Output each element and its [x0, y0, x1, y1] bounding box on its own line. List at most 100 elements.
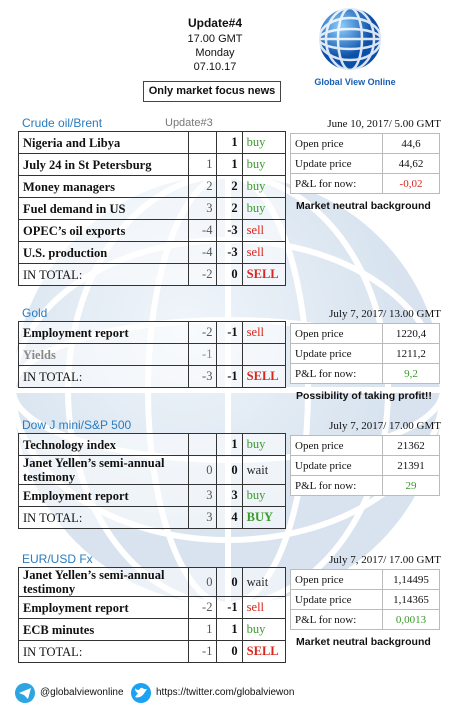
focus-label: Only market focus news: [143, 81, 281, 102]
current-score: -3: [216, 241, 243, 264]
price-row: Open price 1220,4: [290, 323, 440, 344]
price-value: 44,62: [382, 153, 440, 174]
previous-score: 1: [188, 618, 218, 641]
factor: U.S. production: [17, 241, 190, 264]
factor: Janet Yellen’s semi-annual testimony: [17, 567, 190, 597]
previous-score: -2: [188, 263, 218, 286]
signal-row: Fuel demand in US 3 2 buy: [17, 197, 287, 220]
telegram-handle[interactable]: @globalviewonline: [40, 687, 124, 698]
signal-row: July 24 in St Petersburg 1 1 buy: [17, 153, 287, 176]
total-row: IN TOTAL: 3 4 BUY: [17, 506, 287, 529]
current-score: 2: [216, 197, 243, 220]
previous-score: 3: [188, 484, 218, 507]
previous-score: -2: [188, 596, 218, 619]
price-value: 1220,4: [382, 323, 440, 344]
current-score: 0: [216, 263, 243, 286]
signal: buy: [241, 175, 287, 198]
signal: sell: [241, 321, 287, 344]
current-score: 0: [216, 455, 243, 485]
previous-score: -4: [188, 241, 218, 264]
previous-score: 3: [188, 506, 218, 529]
signal-row: ECB minutes 1 1 buy: [17, 618, 287, 641]
price-label: Open price: [290, 323, 383, 344]
price-value: 9,2: [382, 363, 440, 384]
price-row: Open price 44,6: [290, 133, 440, 154]
signal-row: Yields -1: [17, 343, 287, 366]
current-score: 4: [216, 506, 243, 529]
previous-score: -1: [188, 640, 218, 663]
note: Market neutral background: [296, 200, 431, 212]
price-label: Open price: [290, 133, 383, 154]
price-label: Update price: [290, 589, 383, 610]
signal-row: Employment report -2 -1 sell: [17, 321, 287, 344]
price-value: -0,02: [382, 173, 440, 194]
signal-row: Money managers 2 2 buy: [17, 175, 287, 198]
section-name: Gold: [22, 306, 48, 320]
price-value: 1,14365: [382, 589, 440, 610]
price-label: P&L for now:: [290, 173, 383, 194]
signal: buy: [241, 131, 287, 154]
factor: IN TOTAL:: [17, 506, 190, 529]
day: Monday: [195, 47, 235, 59]
price-row: Update price 21391: [290, 455, 440, 476]
previous-score: 1: [188, 153, 218, 176]
current-score: 1: [216, 153, 243, 176]
date: 07.10.17: [193, 61, 237, 73]
signal: SELL: [241, 263, 287, 286]
current-score: -1: [216, 321, 243, 344]
factor: Employment report: [17, 321, 190, 344]
signal: SELL: [241, 365, 287, 388]
factor: Technology index: [17, 433, 190, 456]
current-score: 0: [216, 567, 243, 597]
signal-row: Technology index 1 buy: [17, 433, 287, 456]
signal: SELL: [241, 640, 287, 663]
signal: sell: [241, 241, 287, 264]
signal: sell: [241, 219, 287, 242]
current-score: [216, 343, 243, 366]
section-name: Crude oil/Brent: [22, 116, 103, 130]
factor: IN TOTAL:: [17, 365, 190, 388]
signal: wait: [241, 567, 287, 597]
current-score: 3: [216, 484, 243, 507]
signal-table: Employment report -2 -1 sell Yields -1 IN TOTA…: [17, 321, 287, 388]
section-name: EUR/USD Fx: [22, 552, 93, 566]
signal-row: Nigeria and Libya 1 buy: [17, 131, 287, 154]
price-table: Open price 21362 Update price 21391 P&L for …: [290, 435, 440, 496]
signal: buy: [241, 153, 287, 176]
current-score: 0: [216, 640, 243, 663]
price-label: P&L for now:: [290, 475, 383, 496]
price-row: P&L for now: -0,02: [290, 173, 440, 194]
twitter-link[interactable]: https://twitter.com/globalviewon: [156, 687, 295, 698]
note: Possibility of taking profit!!: [296, 390, 432, 402]
price-value: 0,0013: [382, 609, 440, 630]
price-row: Update price 1211,2: [290, 343, 440, 364]
factor: July 24 in St Petersburg: [17, 153, 190, 176]
price-row: P&L for now: 9,2: [290, 363, 440, 384]
current-score: -1: [216, 365, 243, 388]
factor: Nigeria and Libya: [17, 131, 190, 154]
factor: Employment report: [17, 596, 190, 619]
signal: buy: [241, 197, 287, 220]
factor: IN TOTAL:: [17, 263, 190, 286]
signal-table: Nigeria and Libya 1 buy July 24 in St Peter…: [17, 131, 287, 286]
section-name: Dow J mini/S&P 500: [22, 418, 132, 432]
factor: Janet Yellen’s semi-annual testimony: [17, 455, 190, 485]
signal: buy: [241, 433, 287, 456]
price-label: P&L for now:: [290, 609, 383, 630]
previous-score: 3: [188, 197, 218, 220]
price-label: Open price: [290, 435, 383, 456]
factor: Employment report: [17, 484, 190, 507]
previous-score: 0: [188, 455, 218, 485]
signal-row: Employment report -2 -1 sell: [17, 596, 287, 619]
logo-globe: [317, 6, 383, 72]
title: Update#4: [187, 16, 243, 30]
price-row: P&L for now: 29: [290, 475, 440, 496]
previous-score: 2: [188, 175, 218, 198]
total-row: IN TOTAL: -2 0 SELL: [17, 263, 287, 286]
time: 17.00 GMT: [187, 33, 243, 45]
previous-score: -3: [188, 365, 218, 388]
price-label: P&L for now:: [290, 363, 383, 384]
current-score: -1: [216, 596, 243, 619]
previous-score: -2: [188, 321, 218, 344]
